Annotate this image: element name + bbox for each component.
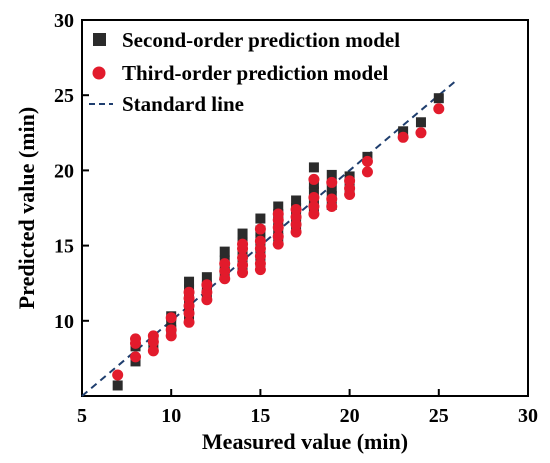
third-order-point	[254, 258, 266, 270]
third-order-point	[344, 175, 356, 187]
third-order-point	[112, 369, 124, 381]
third-order-point	[308, 191, 320, 203]
third-order-point	[344, 182, 356, 194]
third-order-point	[290, 211, 302, 223]
third-order-point	[201, 286, 213, 298]
second-order-point	[273, 201, 284, 212]
legend-label-third-order: Third-order prediction model	[122, 61, 389, 85]
x-tick-label: 15	[250, 405, 270, 427]
third-order-point	[290, 219, 302, 231]
third-order-point	[130, 333, 142, 345]
third-order-point	[415, 127, 427, 139]
third-order-point	[219, 273, 231, 285]
second-order-point	[291, 195, 302, 206]
x-axis-title: Measured value (min)	[202, 429, 408, 454]
axis-ticks	[81, 19, 529, 396]
x-tick-label: 30	[518, 405, 538, 427]
third-order-point	[201, 279, 213, 291]
legend-marker-third-order	[92, 66, 106, 80]
legend-label-second-order: Second-order prediction model	[122, 28, 400, 52]
third-order-point	[219, 265, 231, 277]
second-order-point	[112, 380, 123, 391]
x-tick-label: 25	[429, 405, 449, 427]
legend-label-standard-line: Standard line	[122, 92, 244, 116]
second-order-point	[308, 162, 319, 173]
third-order-point	[130, 351, 142, 363]
second-order-point	[398, 126, 409, 137]
third-order-point	[201, 294, 213, 306]
second-order-point	[201, 272, 212, 283]
third-order-point	[326, 200, 338, 212]
third-order-point	[272, 208, 284, 220]
third-order-point	[433, 103, 445, 115]
second-order-point	[326, 169, 337, 180]
third-order-point	[165, 312, 177, 324]
third-order-point	[254, 243, 266, 255]
y-tick-label: 30	[54, 10, 74, 32]
third-order-point	[219, 258, 231, 270]
x-tick-label: 20	[340, 405, 360, 427]
third-order-point	[237, 238, 249, 250]
third-order-point	[147, 345, 159, 357]
y-tick-label: 15	[54, 236, 74, 258]
third-order-point	[326, 193, 338, 205]
legend: Second-order prediction model Third-orde…	[89, 28, 400, 116]
third-order-point	[272, 238, 284, 250]
third-order-point	[254, 235, 266, 247]
third-order-point	[183, 316, 195, 328]
second-order-point	[415, 117, 426, 128]
third-order-point	[183, 300, 195, 312]
third-order-point	[397, 131, 409, 143]
third-order-point	[290, 226, 302, 238]
plot-frame	[81, 19, 529, 397]
second-order-point	[308, 186, 319, 197]
third-order-points	[112, 103, 445, 381]
third-order-point	[272, 222, 284, 234]
third-order-point	[361, 166, 373, 178]
third-order-point	[308, 200, 320, 212]
third-order-point	[308, 173, 320, 185]
second-order-point	[433, 93, 444, 104]
third-order-point	[147, 330, 159, 342]
y-axis-title: Predicted value (min)	[14, 107, 39, 309]
x-tick-label: 10	[161, 405, 181, 427]
third-order-point	[308, 208, 320, 220]
standard-line-layer	[81, 80, 456, 397]
third-order-point	[183, 307, 195, 319]
third-order-point	[361, 155, 373, 167]
third-order-point	[254, 250, 266, 262]
third-order-point	[290, 204, 302, 216]
third-order-point	[254, 223, 266, 235]
second-order-point	[237, 228, 248, 239]
second-order-point	[184, 276, 195, 287]
second-order-point	[326, 183, 337, 194]
x-tick-label: 5	[77, 405, 87, 427]
y-tick-label: 25	[54, 85, 74, 107]
third-order-point	[165, 324, 177, 336]
third-order-point	[272, 231, 284, 243]
tick-labels: 5 10 15 20 25 30 10 15 20 25 30	[54, 10, 538, 427]
second-order-point	[219, 246, 230, 257]
standard-line	[81, 80, 456, 397]
y-tick-label: 10	[54, 311, 74, 333]
third-order-point	[183, 286, 195, 298]
second-order-point	[255, 213, 266, 224]
legend-marker-second-order	[93, 33, 106, 46]
third-order-point	[237, 267, 249, 279]
third-order-point	[237, 252, 249, 264]
third-order-point	[237, 259, 249, 271]
y-tick-label: 20	[54, 160, 74, 182]
third-order-point	[326, 176, 338, 188]
